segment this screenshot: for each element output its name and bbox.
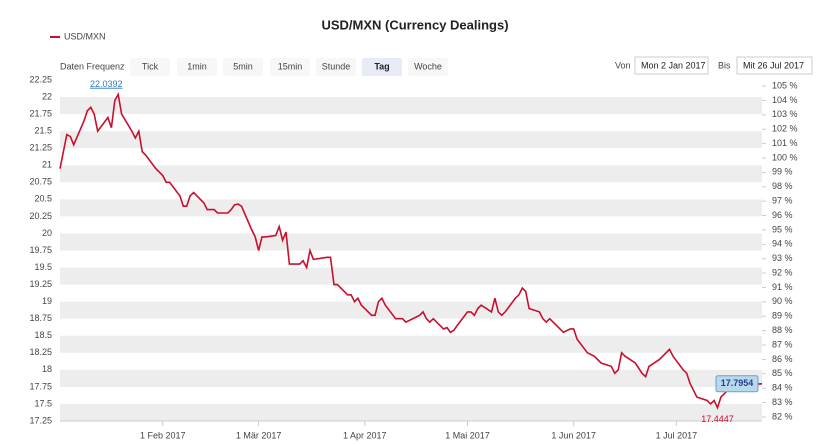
y2-tick-label: 96 % — [772, 210, 793, 220]
y-tick-label: 20.75 — [29, 177, 52, 187]
to-input[interactable] — [736, 56, 813, 75]
min-label: 17.4447 — [701, 414, 734, 424]
y2-tick-label: 83 % — [772, 397, 793, 407]
y-tick-label: 19 — [42, 296, 52, 306]
frequency-button-bg[interactable] — [130, 58, 170, 76]
grid-band — [60, 335, 762, 353]
y2-tick-label: 104 % — [772, 95, 798, 105]
grid-band — [60, 403, 762, 421]
y2-tick-label: 90 % — [772, 296, 793, 306]
grid-band — [60, 165, 762, 183]
y2-tick-label: 99 % — [772, 167, 793, 177]
y-tick-label: 19.25 — [29, 279, 52, 289]
frequency-button-bg[interactable] — [316, 58, 356, 76]
frequency-button-bg[interactable] — [362, 58, 402, 76]
from-date[interactable]: Mon 2 Jan 2017 — [641, 60, 706, 70]
x-tick-label: 1 Jul 2017 — [656, 430, 698, 440]
y-tick-label: 21.75 — [29, 108, 52, 118]
y-tick-label: 21.25 — [29, 143, 52, 153]
frequency-button-bg[interactable] — [408, 58, 448, 76]
y-tick-label: 19.75 — [29, 245, 52, 255]
y2-tick-label: 91 % — [772, 282, 793, 292]
legend-label: USD/MXN — [64, 31, 106, 41]
y-tick-label: 18 — [42, 364, 52, 374]
y-tick-label: 20.5 — [34, 194, 52, 204]
chart-title: USD/MXN (Currency Dealings) — [321, 17, 508, 32]
y2-tick-label: 84 % — [772, 383, 793, 393]
grid-band — [60, 267, 762, 285]
last-value-box — [715, 375, 759, 393]
y-tick-label: 17.5 — [34, 398, 52, 408]
frequency-button[interactable]: 15min — [278, 61, 303, 71]
y2-tick-label: 100 % — [772, 152, 798, 162]
frequency-button[interactable]: Stunde — [322, 61, 351, 71]
y2-tick-label: 98 % — [772, 181, 793, 191]
y2-tick-label: 92 % — [772, 267, 793, 277]
y-tick-label: 18.25 — [29, 347, 52, 357]
x-tick-label: 1 Mär 2017 — [236, 430, 282, 440]
x-tick-label: 1 Jun 2017 — [551, 430, 596, 440]
from-label: Von — [615, 60, 631, 70]
y-tick-label: 18.5 — [34, 330, 52, 340]
frequency-button-bg[interactable] — [270, 58, 310, 76]
frequency-button[interactable]: Woche — [414, 61, 442, 71]
y-tick-label: 20.25 — [29, 211, 52, 221]
y2-tick-label: 87 % — [772, 339, 793, 349]
y-tick-label: 21.5 — [34, 126, 52, 136]
to-label: Bis — [718, 60, 731, 70]
y-tick-label: 17.75 — [29, 381, 52, 391]
y-tick-label: 21 — [42, 160, 52, 170]
grid-band — [60, 233, 762, 251]
y-tick-label: 17.25 — [29, 415, 52, 425]
grid-band — [60, 97, 762, 115]
last-value-label: 17.7954 — [721, 378, 754, 388]
grid-band — [60, 369, 762, 387]
max-label: 22.0392 — [90, 79, 123, 89]
y2-tick-label: 105 % — [772, 80, 798, 90]
y2-tick-label: 102 % — [772, 124, 798, 134]
y-tick-label: 19.5 — [34, 262, 52, 272]
y2-tick-label: 103 % — [772, 109, 798, 119]
y-tick-label: 22.25 — [29, 74, 52, 84]
x-tick-label: 1 Feb 2017 — [140, 430, 186, 440]
grid-band — [60, 131, 762, 149]
grid-band — [60, 301, 762, 319]
frequency-button[interactable]: Tag — [374, 61, 389, 71]
x-tick-label: 1 Mai 2017 — [445, 430, 490, 440]
y2-tick-label: 82 % — [772, 411, 793, 421]
frequency-button-bg[interactable] — [223, 58, 263, 76]
frequency-button[interactable]: 5min — [233, 61, 253, 71]
y2-tick-label: 93 % — [772, 253, 793, 263]
y2-tick-label: 85 % — [772, 368, 793, 378]
y2-tick-label: 97 % — [772, 196, 793, 206]
to-date[interactable]: Mit 26 Jul 2017 — [743, 60, 804, 70]
frequency-button-bg[interactable] — [177, 58, 217, 76]
y2-tick-label: 88 % — [772, 325, 793, 335]
y2-tick-label: 101 % — [772, 138, 798, 148]
x-tick-label: 1 Apr 2017 — [343, 430, 387, 440]
y-tick-label: 18.75 — [29, 313, 52, 323]
grid-band — [60, 199, 762, 217]
frequency-button[interactable]: Tick — [142, 61, 159, 71]
y-tick-label: 22 — [42, 91, 52, 101]
series-line — [59, 92, 763, 410]
frequency-button[interactable]: 1min — [187, 61, 207, 71]
y2-tick-label: 86 % — [772, 354, 793, 364]
y2-tick-label: 94 % — [772, 239, 793, 249]
from-input[interactable] — [634, 56, 709, 75]
frequency-label: Daten Frequenz — [60, 61, 125, 71]
y2-tick-label: 89 % — [772, 311, 793, 321]
y-tick-label: 20 — [42, 228, 52, 238]
y2-tick-label: 95 % — [772, 224, 793, 234]
